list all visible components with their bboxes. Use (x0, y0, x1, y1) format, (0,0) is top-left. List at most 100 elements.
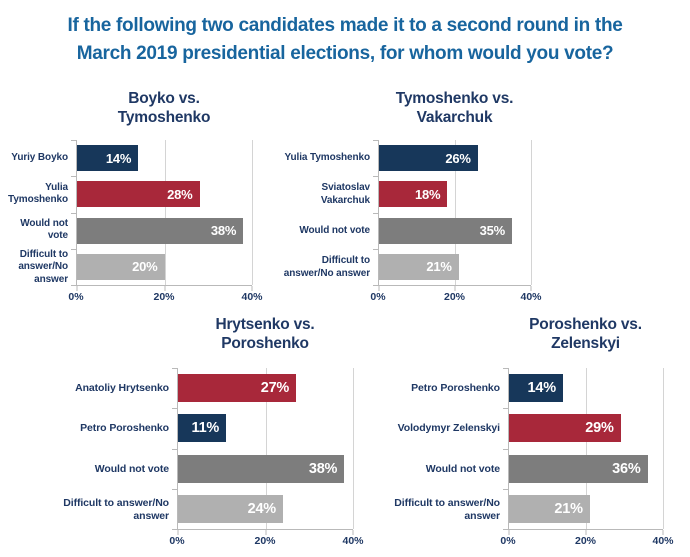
category-label: Difficult to answer/No answer (63, 496, 169, 522)
x-axis-tick-label: 40% (342, 535, 364, 547)
bar: 14% (509, 374, 563, 403)
x-axis-tick-mark (265, 530, 266, 535)
bar: 29% (509, 414, 621, 443)
category-axis-tick-mark (503, 488, 508, 490)
bar: 11% (178, 414, 227, 443)
x-axis-tick-label: 40% (241, 291, 263, 303)
x-axis-tick-label: 0% (500, 535, 516, 547)
x-axis-tick-label: 20% (153, 291, 175, 303)
x-axis-tick-label: 0% (68, 291, 84, 303)
bar: 36% (509, 454, 648, 483)
chart-hrytsenko-vs-poroshenko: Hrytsenko vs. Poroshenko Anatoliy Hrytse… (57, 310, 363, 552)
category-label: Would not vote (299, 225, 370, 236)
bar-row: 21% (509, 489, 663, 529)
bar: 27% (178, 374, 297, 403)
x-axis-tick-mark (76, 286, 78, 291)
category-axis-tick-mark (172, 529, 177, 530)
x-axis-tick-label: 20% (254, 535, 276, 547)
bar-row: 27% (178, 368, 353, 408)
chart-poroshenko-vs-zelenskyi: Poroshenko vs. Zelenskyi Petro Poroshenk… (360, 310, 673, 552)
category-axis-tick-mark (172, 368, 177, 369)
x-axis-tick-mark (662, 530, 664, 535)
category-axis-tick-mark (172, 448, 177, 450)
bar-row: 38% (178, 449, 353, 489)
x-axis-tick-mark (530, 286, 532, 291)
bar-row: 29% (509, 408, 663, 448)
x-axis-tick-mark (177, 530, 179, 535)
gridline (164, 140, 166, 285)
category-axis-labels: Petro Poroshenko Volodymyr Zelenskyi Would… (360, 368, 500, 530)
x-axis-tick-label: 20% (443, 291, 466, 303)
bar-value-label: 26% (445, 150, 471, 166)
bar-value-label: 28% (167, 186, 193, 202)
x-axis: 0% 20% 40% (370, 291, 541, 308)
bar: 35% (379, 217, 512, 244)
category-label: Would not vote (425, 462, 500, 475)
x-axis-tick-mark (508, 530, 510, 535)
plot-area: 14% 29% 36% 21% (503, 368, 664, 535)
gridline (252, 140, 253, 285)
category-axis-tick-mark (373, 285, 378, 286)
category-axis-tick-mark (503, 368, 508, 369)
gridline (353, 368, 354, 529)
category-label: Difficult to answer/No answer (394, 496, 500, 522)
x-axis: 0% 20% 40% (68, 291, 262, 308)
x-axis-tick-label: 0% (169, 535, 185, 547)
chart-title: Hrytsenko vs. Poroshenko (215, 316, 315, 352)
bar-rows: 14% 28% 38% 20% (77, 140, 252, 285)
category-axis-tick-mark (71, 176, 76, 178)
bar-value-label: 29% (585, 420, 614, 437)
bar-row: 20% (77, 249, 252, 285)
bar-row: 11% (178, 408, 353, 448)
bar-rows: 14% 29% 36% 21% (509, 368, 663, 529)
category-label: Yuriy Boyko (11, 151, 68, 163)
gridline (531, 140, 532, 285)
bar-row: 18% (379, 176, 531, 212)
x-axis: 0% 20% 40% (500, 535, 673, 552)
category-label: Would not vote (94, 462, 169, 475)
bar-row: 24% (178, 489, 353, 529)
x-axis-tick-mark (164, 286, 165, 291)
category-axis-tick-mark (172, 408, 177, 410)
chart-title: Tymoshenko vs. Vakarchuk (395, 90, 514, 126)
x-axis: 0% 20% 40% (169, 535, 363, 552)
plot-area: 26% 18% 35% 21% (373, 140, 532, 291)
bar-value-label: 20% (132, 259, 158, 275)
bar-value-label: 36% (612, 460, 641, 477)
bar: 14% (77, 145, 139, 172)
category-label: Difficult to answer/No answer (18, 248, 68, 285)
bar: 21% (509, 494, 590, 523)
chart-title: Poroshenko vs. Zelenskyi (529, 316, 642, 352)
x-axis-tick-label: 20% (574, 535, 597, 547)
category-axis-tick-mark (503, 529, 508, 530)
bar-value-label: 14% (527, 380, 556, 397)
gridline (455, 140, 456, 285)
category-label: Yulia Tymoshenko (8, 181, 68, 206)
category-label: Would not vote (20, 217, 68, 242)
chart-tymoshenko-vs-vakarchuk: Tymoshenko vs. Vakarchuk Yulia Tymoshenk… (280, 84, 542, 308)
category-axis-tick-mark (373, 176, 378, 178)
x-axis-tick-mark (454, 286, 456, 291)
category-axis-tick-mark (172, 488, 177, 490)
bar: 18% (379, 181, 448, 208)
category-axis-tick-mark (373, 248, 378, 250)
question-title-line2: March 2019 presidential elections, for w… (76, 43, 614, 64)
bar-value-label: 38% (308, 460, 338, 477)
bar-value-label: 27% (260, 380, 290, 397)
x-axis-tick-label: 40% (652, 535, 674, 547)
category-axis-tick-mark (71, 248, 76, 250)
category-axis-labels: Yuriy Boyko Yulia Tymoshenko Would not vot… (2, 140, 68, 286)
x-axis-tick-label: 0% (370, 291, 386, 303)
bar-row: 21% (379, 249, 531, 285)
bar: 26% (379, 145, 478, 172)
bar-row: 38% (77, 213, 252, 249)
bar-row: 26% (379, 140, 531, 176)
bar: 24% (178, 494, 283, 523)
chart-boyko-vs-tymoshenko: Boyko vs. Tymoshenko Yuriy Boyko Yulia Ty… (2, 84, 262, 308)
bar: 21% (379, 253, 459, 280)
gridline (586, 368, 587, 529)
category-axis-labels: Anatoliy Hrytsenko Petro Poroshenko Would … (57, 368, 169, 530)
category-axis-tick-mark (503, 408, 508, 410)
bar-value-label: 11% (191, 420, 220, 437)
